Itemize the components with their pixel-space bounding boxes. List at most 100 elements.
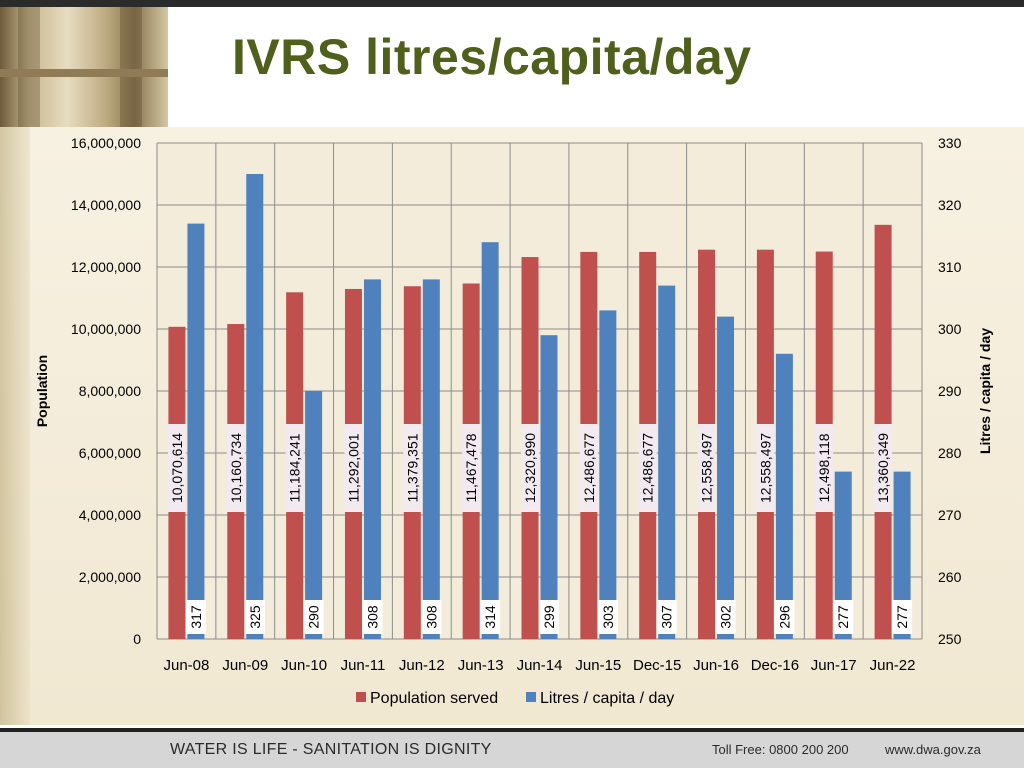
bar-litres-per-capita (658, 285, 676, 639)
y2-tick-label: 260 (938, 569, 962, 585)
x-tick-label: Jun-12 (399, 657, 445, 674)
data-label-litres: 303 (597, 600, 618, 634)
data-label-population-text: 12,558,497 (699, 433, 715, 503)
y-tick-label: 16,000,000 (71, 135, 141, 151)
bar-litres-per-capita (305, 391, 323, 639)
data-label-litres-text: 277 (835, 605, 851, 629)
footer-bar (0, 728, 1024, 768)
data-label-box (697, 424, 716, 512)
bar-litres-per-capita (422, 279, 440, 639)
photo-lintel (0, 69, 168, 77)
y-tick-label: 2,000,000 (79, 569, 141, 585)
y2-tick-label: 290 (938, 383, 962, 399)
data-label-litres-text: 302 (718, 605, 734, 629)
data-label-population-text: 12,486,677 (640, 433, 656, 503)
y2-tick-label: 270 (938, 507, 962, 523)
data-label-population-text: 11,467,478 (463, 433, 479, 502)
y-tick-label: 12,000,000 (71, 259, 141, 275)
data-label-box (185, 600, 206, 634)
slide-title: IVRS litres/capita/day (232, 29, 752, 85)
data-label-box (462, 424, 481, 512)
y-tick-label: 14,000,000 (71, 197, 141, 213)
x-tick-label: Jun-13 (458, 657, 504, 674)
data-label-box (774, 600, 795, 634)
data-label-litres-text: 303 (600, 605, 616, 629)
legend-label-population: Population served (370, 690, 498, 707)
data-label-litres: 308 (362, 600, 383, 634)
bar-litres-per-capita (834, 471, 852, 639)
data-label-litres-text: 314 (482, 605, 498, 629)
x-tick-label: Jun-09 (222, 657, 268, 674)
y2-axis-title: Litres / capita / day (977, 328, 993, 454)
photo-column (18, 7, 40, 127)
chart: 0 2,000,000 4,000,000 6,000,000 8,000,000 10,… (34, 135, 993, 707)
data-label-box (539, 600, 559, 634)
data-label-population-text: 10,160,734 (228, 433, 244, 503)
data-label-box (833, 600, 854, 634)
x-tick-label: Jun-17 (811, 657, 857, 674)
y2-tick-label: 250 (938, 631, 962, 647)
top-band (0, 0, 1024, 7)
footer-divider (0, 728, 1024, 732)
data-label-box (579, 424, 598, 512)
data-label-litres: 296 (774, 600, 795, 634)
data-label-litres-text: 277 (894, 605, 910, 629)
y-tick-label: 6,000,000 (79, 445, 141, 461)
data-label-population-text: 11,292,001 (345, 433, 361, 502)
legend-swatch-litres (526, 692, 536, 702)
legend-swatch-population (356, 692, 366, 702)
data-label-box (167, 424, 186, 512)
footer-website[interactable]: www.dwa.gov.za (885, 742, 981, 757)
footer-tollfree: Toll Free: 0800 200 200 (712, 742, 849, 757)
y-axis-title: Population (34, 355, 50, 427)
panel-decoration (0, 127, 30, 725)
data-label-box (226, 424, 245, 512)
data-label-box (421, 600, 442, 634)
data-label-box (285, 424, 304, 512)
y-tick-label: 0 (133, 631, 141, 647)
footer-slogan: WATER IS LIFE - SANITATION IS DIGNITY (170, 741, 492, 758)
x-tick-label: Jun-22 (870, 657, 916, 674)
data-label-box (480, 600, 501, 634)
y2-tick-label: 320 (938, 197, 962, 213)
data-label-population-text: 11,379,351 (404, 433, 420, 502)
y2-tick-label: 300 (938, 321, 962, 337)
data-label-litres-text: 325 (247, 605, 263, 629)
bar-litres-per-capita (481, 242, 499, 639)
header-photo (0, 7, 168, 127)
data-label-population: 11,292,001 (344, 424, 363, 512)
x-tick-label: Jun-11 (341, 657, 386, 674)
bar-litres-per-capita (187, 223, 205, 639)
data-label-population: 11,379,351 (403, 424, 422, 512)
data-label-box (362, 600, 383, 634)
x-tick-label: Jun-16 (693, 657, 739, 674)
data-label-box (815, 424, 834, 512)
data-label-box (892, 600, 913, 634)
bar-litres-per-capita (540, 335, 558, 639)
data-label-box (403, 424, 422, 512)
data-label-box (597, 600, 618, 634)
data-label-population-text: 10,070,614 (169, 433, 185, 503)
data-label-population: 10,070,614 (167, 424, 186, 512)
data-label-litres: 314 (480, 600, 501, 634)
y2-tick-label: 330 (938, 135, 962, 151)
data-label-litres-text: 317 (188, 605, 204, 629)
data-label-box (874, 424, 893, 512)
x-tick-label: Jun-08 (163, 657, 209, 674)
x-tick-label: Jun-15 (575, 657, 621, 674)
data-label-box (715, 600, 736, 634)
data-label-box (756, 424, 775, 512)
data-label-litres: 277 (892, 600, 913, 634)
data-label-litres: 302 (715, 600, 736, 634)
data-label-litres-text: 307 (659, 605, 675, 629)
data-label-litres: 325 (244, 600, 265, 634)
data-label-population-text: 12,486,677 (581, 433, 597, 503)
data-label-population-text: 11,184,241 (287, 433, 303, 502)
bar-litres-per-capita (893, 471, 911, 639)
y-tick-label: 10,000,000 (71, 321, 141, 337)
photo-column (120, 7, 142, 127)
data-label-box (303, 600, 324, 634)
y-tick-label: 8,000,000 (79, 383, 141, 399)
data-label-population: 12,486,677 (638, 424, 657, 512)
data-label-litres: 290 (303, 600, 324, 634)
